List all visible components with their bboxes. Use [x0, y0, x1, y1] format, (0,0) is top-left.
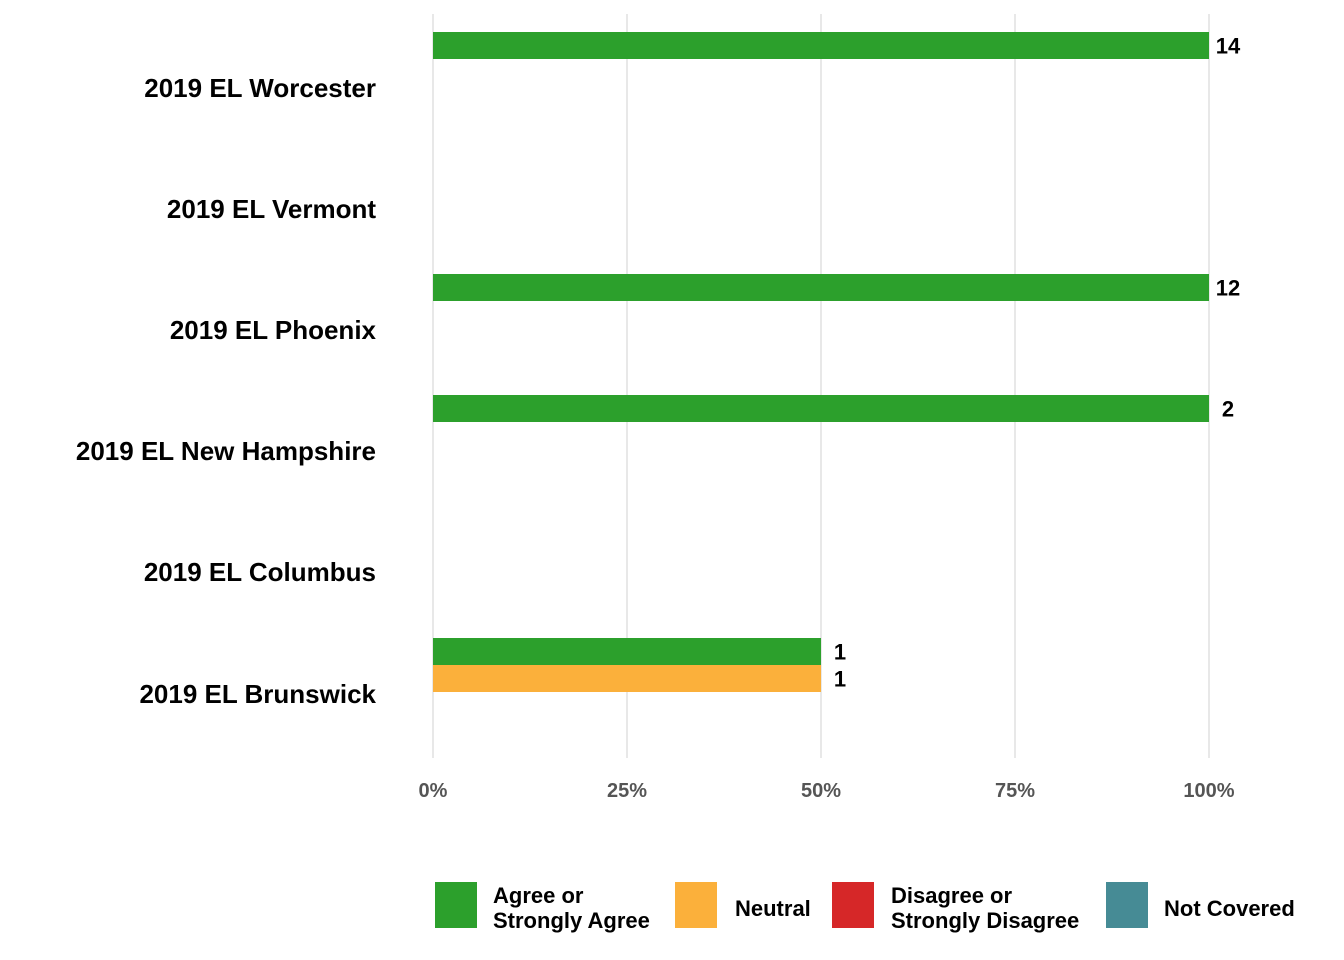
bar-value-label: 14 [1216, 34, 1241, 59]
x-tick-label: 100% [1183, 780, 1234, 802]
category-label: 2019 EL Worcester [144, 73, 376, 103]
x-tick-label: 25% [607, 780, 647, 802]
grid-lines [432, 14, 1210, 758]
bar-value-label: 1 [834, 667, 846, 692]
bar [433, 32, 1209, 59]
legend-swatch [1106, 882, 1148, 928]
bar [433, 665, 821, 692]
category-label: 2019 EL Phoenix [170, 315, 377, 345]
x-axis-ticks: 0% 25% 50% 75% 100% [419, 780, 1235, 802]
x-tick-label: 75% [995, 780, 1035, 802]
category-label: 2019 EL Brunswick [139, 679, 376, 709]
category-label: 2019 EL Vermont [167, 194, 376, 224]
legend-label: Neutral [735, 896, 811, 921]
bar-value-label: 1 [834, 640, 846, 665]
x-tick-label: 50% [801, 780, 841, 802]
category-labels: 2019 EL Worcester 2019 EL Vermont 2019 EL … [76, 73, 377, 709]
bar-value-label: 12 [1216, 276, 1240, 301]
bar [433, 638, 821, 665]
bar-value-label: 2 [1222, 397, 1234, 422]
legend-label: Not Covered [1164, 896, 1295, 921]
legend-label: Agree or Strongly Agree [493, 883, 650, 933]
data-labels: 14 12 2 11 [834, 34, 1241, 692]
bars [433, 32, 1209, 692]
category-label: 2019 EL New Hampshire [76, 436, 376, 466]
legend-swatch [435, 882, 477, 928]
category-label: 2019 EL Columbus [144, 557, 376, 587]
bar [433, 274, 1209, 301]
legend-label: Disagree or Strongly Disagree [891, 883, 1079, 933]
legend-swatch [675, 882, 717, 928]
x-tick-label: 0% [419, 780, 448, 802]
legend: Agree or Strongly Agree Neutral Disagree or… [435, 882, 1295, 933]
bar [433, 395, 1209, 422]
legend-swatch [832, 882, 874, 928]
